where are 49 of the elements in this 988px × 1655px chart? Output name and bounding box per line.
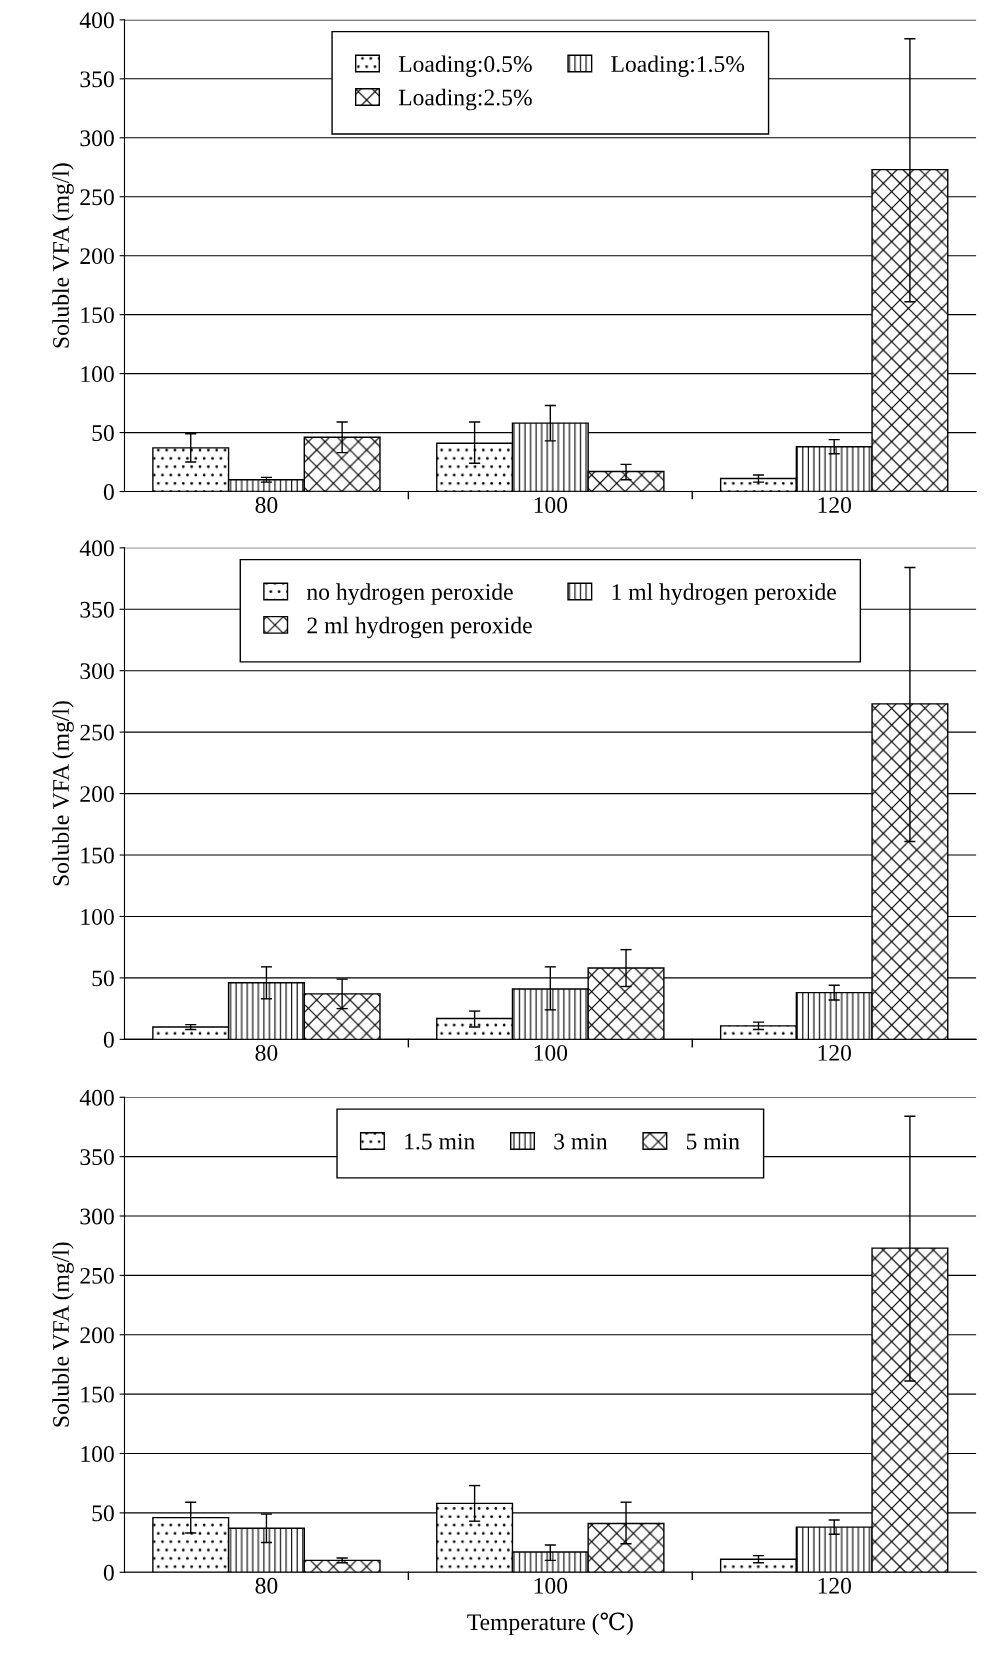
legend-label: Loading:0.5% — [398, 55, 532, 77]
y-tick-label: 300 — [80, 130, 114, 147]
y-tick-label: 50 — [92, 970, 114, 987]
y-tick-label: 400 — [79, 540, 114, 557]
x-tick-label: 100 — [534, 1044, 568, 1061]
x-tick-label: 100 — [534, 1577, 568, 1594]
x-tick-label: 120 — [818, 497, 852, 514]
y-tick-label: 150 — [81, 1386, 114, 1403]
y-tick-label: 0 — [103, 1564, 114, 1581]
y-tick-label: 50 — [92, 1505, 114, 1522]
x-tick-label: 120 — [818, 1577, 852, 1594]
y-tick-label: 0 — [103, 484, 114, 500]
legend-label: Loading:1.5% — [611, 55, 745, 77]
y-tick-label: 150 — [81, 307, 114, 324]
legend-label: 2 ml hydrogen peroxide — [307, 616, 532, 639]
y-tick-label: 300 — [80, 663, 114, 680]
legend-label: 1 ml hydrogen peroxide — [612, 583, 836, 605]
y-tick-label: 150 — [81, 847, 114, 864]
y-tick-label: 250 — [80, 1267, 114, 1284]
y-tick-label: 350 — [80, 601, 114, 618]
y-tick-label: 100 — [81, 908, 114, 925]
x-tick-label: 120 — [818, 1044, 852, 1061]
legend-label: 5 min — [686, 1133, 740, 1150]
y-axis-title: Soluble VFA (mg/l) — [52, 1242, 74, 1427]
y-tick-label: 350 — [80, 1149, 114, 1166]
x-tick-label: 80 — [255, 1044, 278, 1061]
y-tick-label: 300 — [80, 1208, 114, 1225]
y-tick-label: 100 — [81, 1445, 114, 1462]
y-tick-label: 350 — [80, 71, 114, 88]
x-tick-label: 80 — [255, 1577, 278, 1594]
y-tick-label: 250 — [80, 724, 114, 741]
y-tick-label: 100 — [81, 366, 114, 383]
x-axis-title: Temperature (℃) — [467, 1612, 633, 1635]
y-tick-label: 0 — [103, 1031, 114, 1048]
legend-label: Loading:2.5% — [398, 88, 532, 111]
y-tick-label: 250 — [80, 189, 114, 206]
y-tick-label: 400 — [79, 12, 114, 29]
y-axis-title: Soluble VFA (mg/l) — [52, 701, 74, 886]
y-axis-title: Soluble VFA (mg/l) — [52, 163, 74, 348]
x-tick-label: 80 — [255, 497, 278, 514]
y-tick-label: 200 — [80, 248, 114, 265]
legend-label: 3 min — [554, 1133, 608, 1150]
y-tick-label: 50 — [92, 425, 114, 441]
y-tick-label: 200 — [80, 786, 114, 802]
legend-label: no hydrogen peroxide — [306, 583, 513, 605]
y-tick-label: 400 — [79, 1089, 114, 1106]
x-tick-label: 100 — [534, 497, 568, 514]
legend-label: 1.5 min — [405, 1133, 475, 1150]
y-tick-label: 200 — [80, 1327, 114, 1344]
